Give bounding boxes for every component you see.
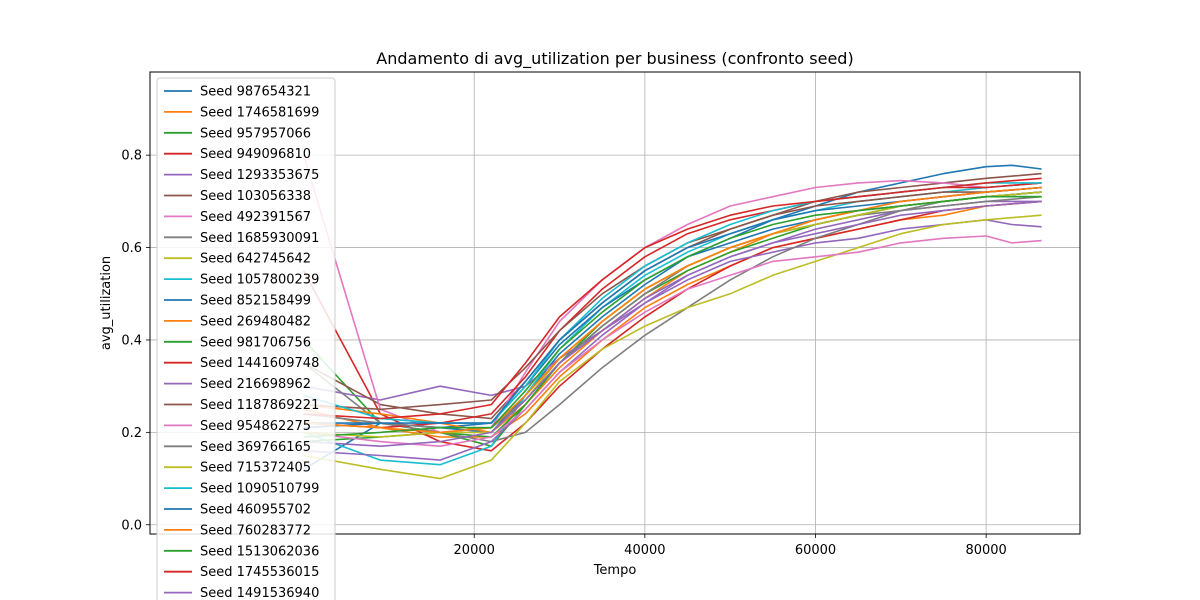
legend-label: Seed 949096810 [200, 147, 311, 162]
legend-label: Seed 492391567 [200, 210, 311, 225]
chart-title: Andamento di avg_utilization per busines… [376, 49, 853, 69]
y-tick-label: 0.2 [121, 426, 142, 441]
legend-label: Seed 1746581699 [200, 105, 319, 120]
legend-label: Seed 954862275 [200, 419, 311, 434]
legend-label: Seed 1090510799 [200, 482, 319, 497]
legend-label: Seed 1491536940 [200, 586, 319, 600]
legend-label: Seed 1685930091 [200, 231, 319, 246]
x-tick-label: 80000 [965, 543, 1006, 558]
legend-label: Seed 1187869221 [200, 398, 319, 413]
series-line-22 [303, 186, 1042, 434]
series-line-17 [303, 235, 1042, 448]
legend-box [156, 77, 336, 600]
legend-label: Seed 987654321 [200, 85, 311, 100]
legend-label: Seed 216698962 [200, 377, 311, 392]
plot-frame [149, 71, 1081, 535]
series-line-25 [303, 200, 1042, 448]
legend-label: Seed 1441609748 [200, 356, 319, 371]
legend-label: Seed 642745642 [200, 252, 311, 267]
legend-label: Seed 760283772 [200, 523, 311, 538]
legend-label: Seed 269480482 [200, 314, 311, 329]
legend-label: Seed 1057800239 [200, 273, 319, 288]
legend-label: Seed 369766165 [200, 440, 311, 455]
legend-label: Seed 103056338 [200, 189, 311, 204]
x-axis-title: Tempo [593, 563, 637, 578]
series-line-2 [303, 200, 1042, 438]
x-tick-label: 40000 [624, 543, 665, 558]
series-line-23 [303, 195, 1042, 438]
legend-label: Seed 1513062036 [200, 544, 319, 559]
axis-ticks: 20000 40000 60000 80000 0.0 0.2 0.4 0.6 0.8 [121, 149, 1007, 558]
series-line-24 [303, 177, 1042, 420]
legend-label: Seed 957957066 [200, 126, 311, 141]
y-tick-label: 0.8 [121, 149, 142, 164]
legend-label: Seed 1293353675 [200, 168, 319, 183]
x-tick-label: 20000 [454, 543, 495, 558]
legend-label: Seed 852158499 [200, 294, 311, 309]
y-axis-title: avg_utilization [99, 256, 114, 350]
y-tick-label: 0.4 [121, 333, 142, 348]
legend-label: Seed 715372405 [200, 461, 311, 476]
legend: Seed 987654321 Seed 1746581699 Seed 957957… [156, 77, 336, 600]
series-lines [302, 154, 1042, 480]
legend-label: Seed 981706756 [200, 335, 311, 350]
legend-label: Seed 1745536015 [200, 565, 319, 580]
legend-label: Seed 460955702 [200, 503, 311, 518]
y-tick-label: 0.0 [121, 518, 142, 533]
y-tick-label: 0.6 [121, 241, 142, 256]
x-tick-label: 60000 [795, 543, 836, 558]
series-line-9 [303, 214, 1042, 480]
